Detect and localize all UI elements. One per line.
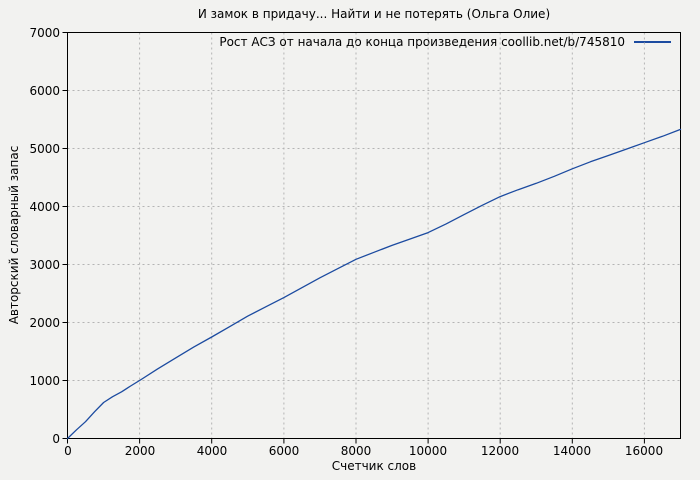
y-tick-label: 7000 <box>29 26 60 40</box>
x-tick-label: 6000 <box>268 444 300 458</box>
x-tick-label: 10000 <box>408 444 448 458</box>
x-tick-label: 2000 <box>124 444 156 458</box>
legend-line-sample <box>634 41 671 43</box>
x-tick-label: 16000 <box>624 444 664 458</box>
y-tick-label: 1000 <box>29 374 60 388</box>
chart-title: И замок в придачу... Найти и не потерять… <box>197 7 551 21</box>
x-tick-label: 8000 <box>340 444 372 458</box>
y-tick-label: 4000 <box>29 200 60 214</box>
y-tick-label: 2000 <box>29 316 60 330</box>
x-axis-title: Счетчик слов <box>331 459 417 473</box>
x-tick-label: 0 <box>64 444 72 458</box>
x-tick-label: 12000 <box>480 444 520 458</box>
y-tick-label: 6000 <box>29 84 60 98</box>
x-tick-label: 4000 <box>196 444 228 458</box>
y-tick-label: 5000 <box>29 142 60 156</box>
legend-series-label: Рост АСЗ от начала до конца произведения… <box>219 35 625 49</box>
legend: Рост АСЗ от начала до конца произведения… <box>219 35 671 49</box>
y-tick-label: 0 <box>52 432 60 446</box>
x-tick-label: 14000 <box>552 444 592 458</box>
y-tick-label: 3000 <box>29 258 60 272</box>
